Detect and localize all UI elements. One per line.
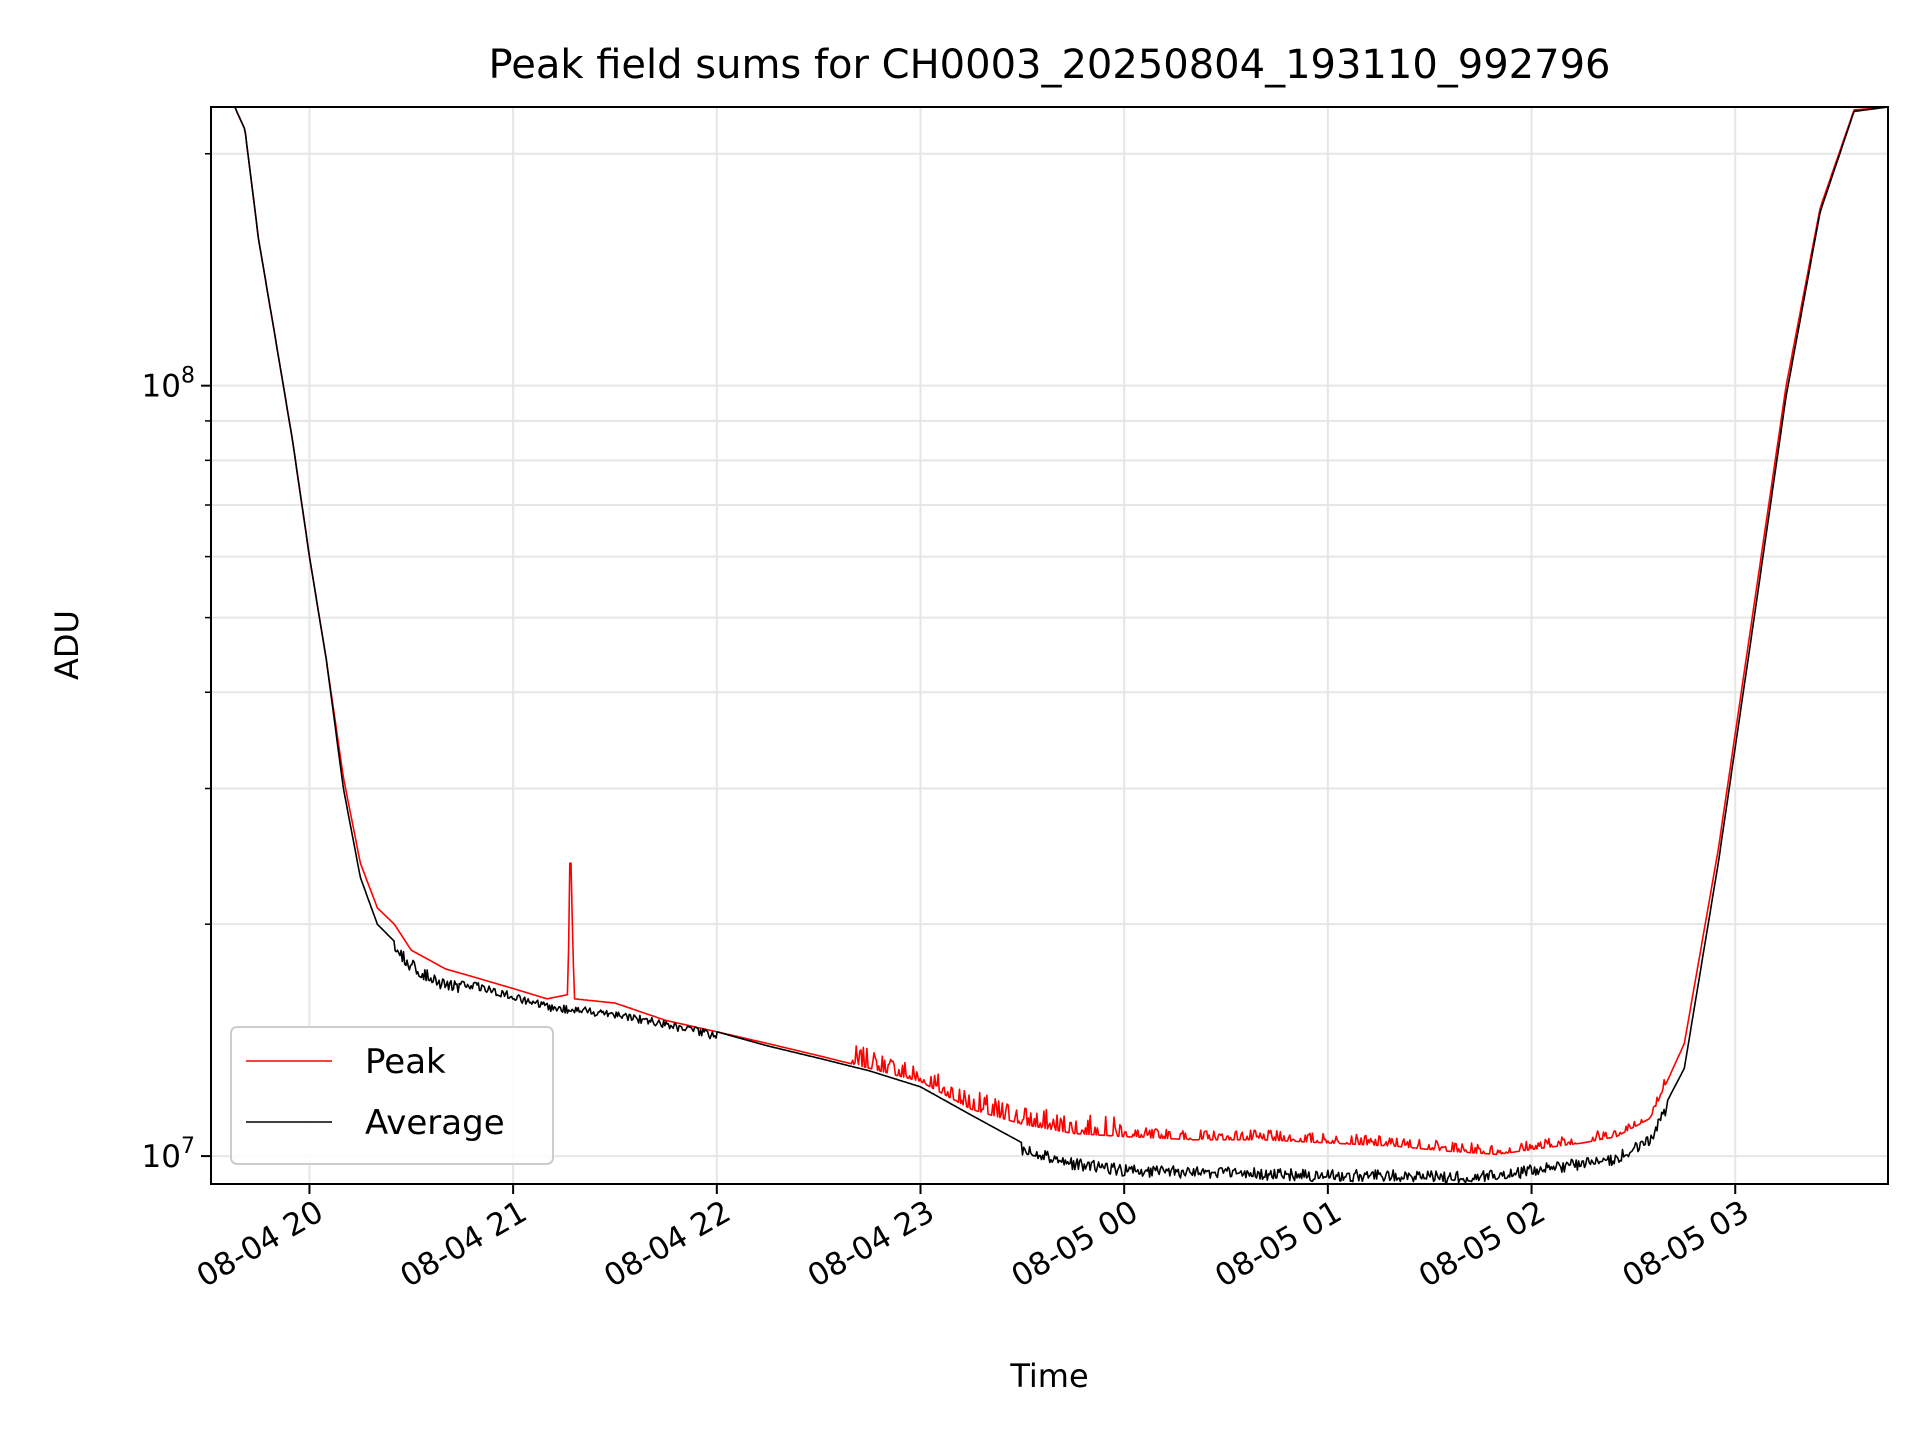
series-line-peak (211, 106, 1888, 1156)
grid (211, 107, 1888, 1184)
series-layer (211, 106, 1888, 1184)
legend-label-peak: Peak (365, 1042, 446, 1082)
y-tick-label: 108 (142, 364, 195, 405)
y-tick-label: 107 (142, 1134, 195, 1175)
legend-label-average: Average (365, 1103, 505, 1143)
chart-title: Peak field sums for CH0003_20250804_1931… (489, 42, 1611, 88)
plot-frame (210, 106, 1889, 1185)
legend: Peak Average (230, 1026, 554, 1165)
series-line-average (211, 106, 1888, 1184)
y-axis-label: ADU (48, 610, 86, 680)
x-axis-label: Time (1009, 1357, 1088, 1395)
